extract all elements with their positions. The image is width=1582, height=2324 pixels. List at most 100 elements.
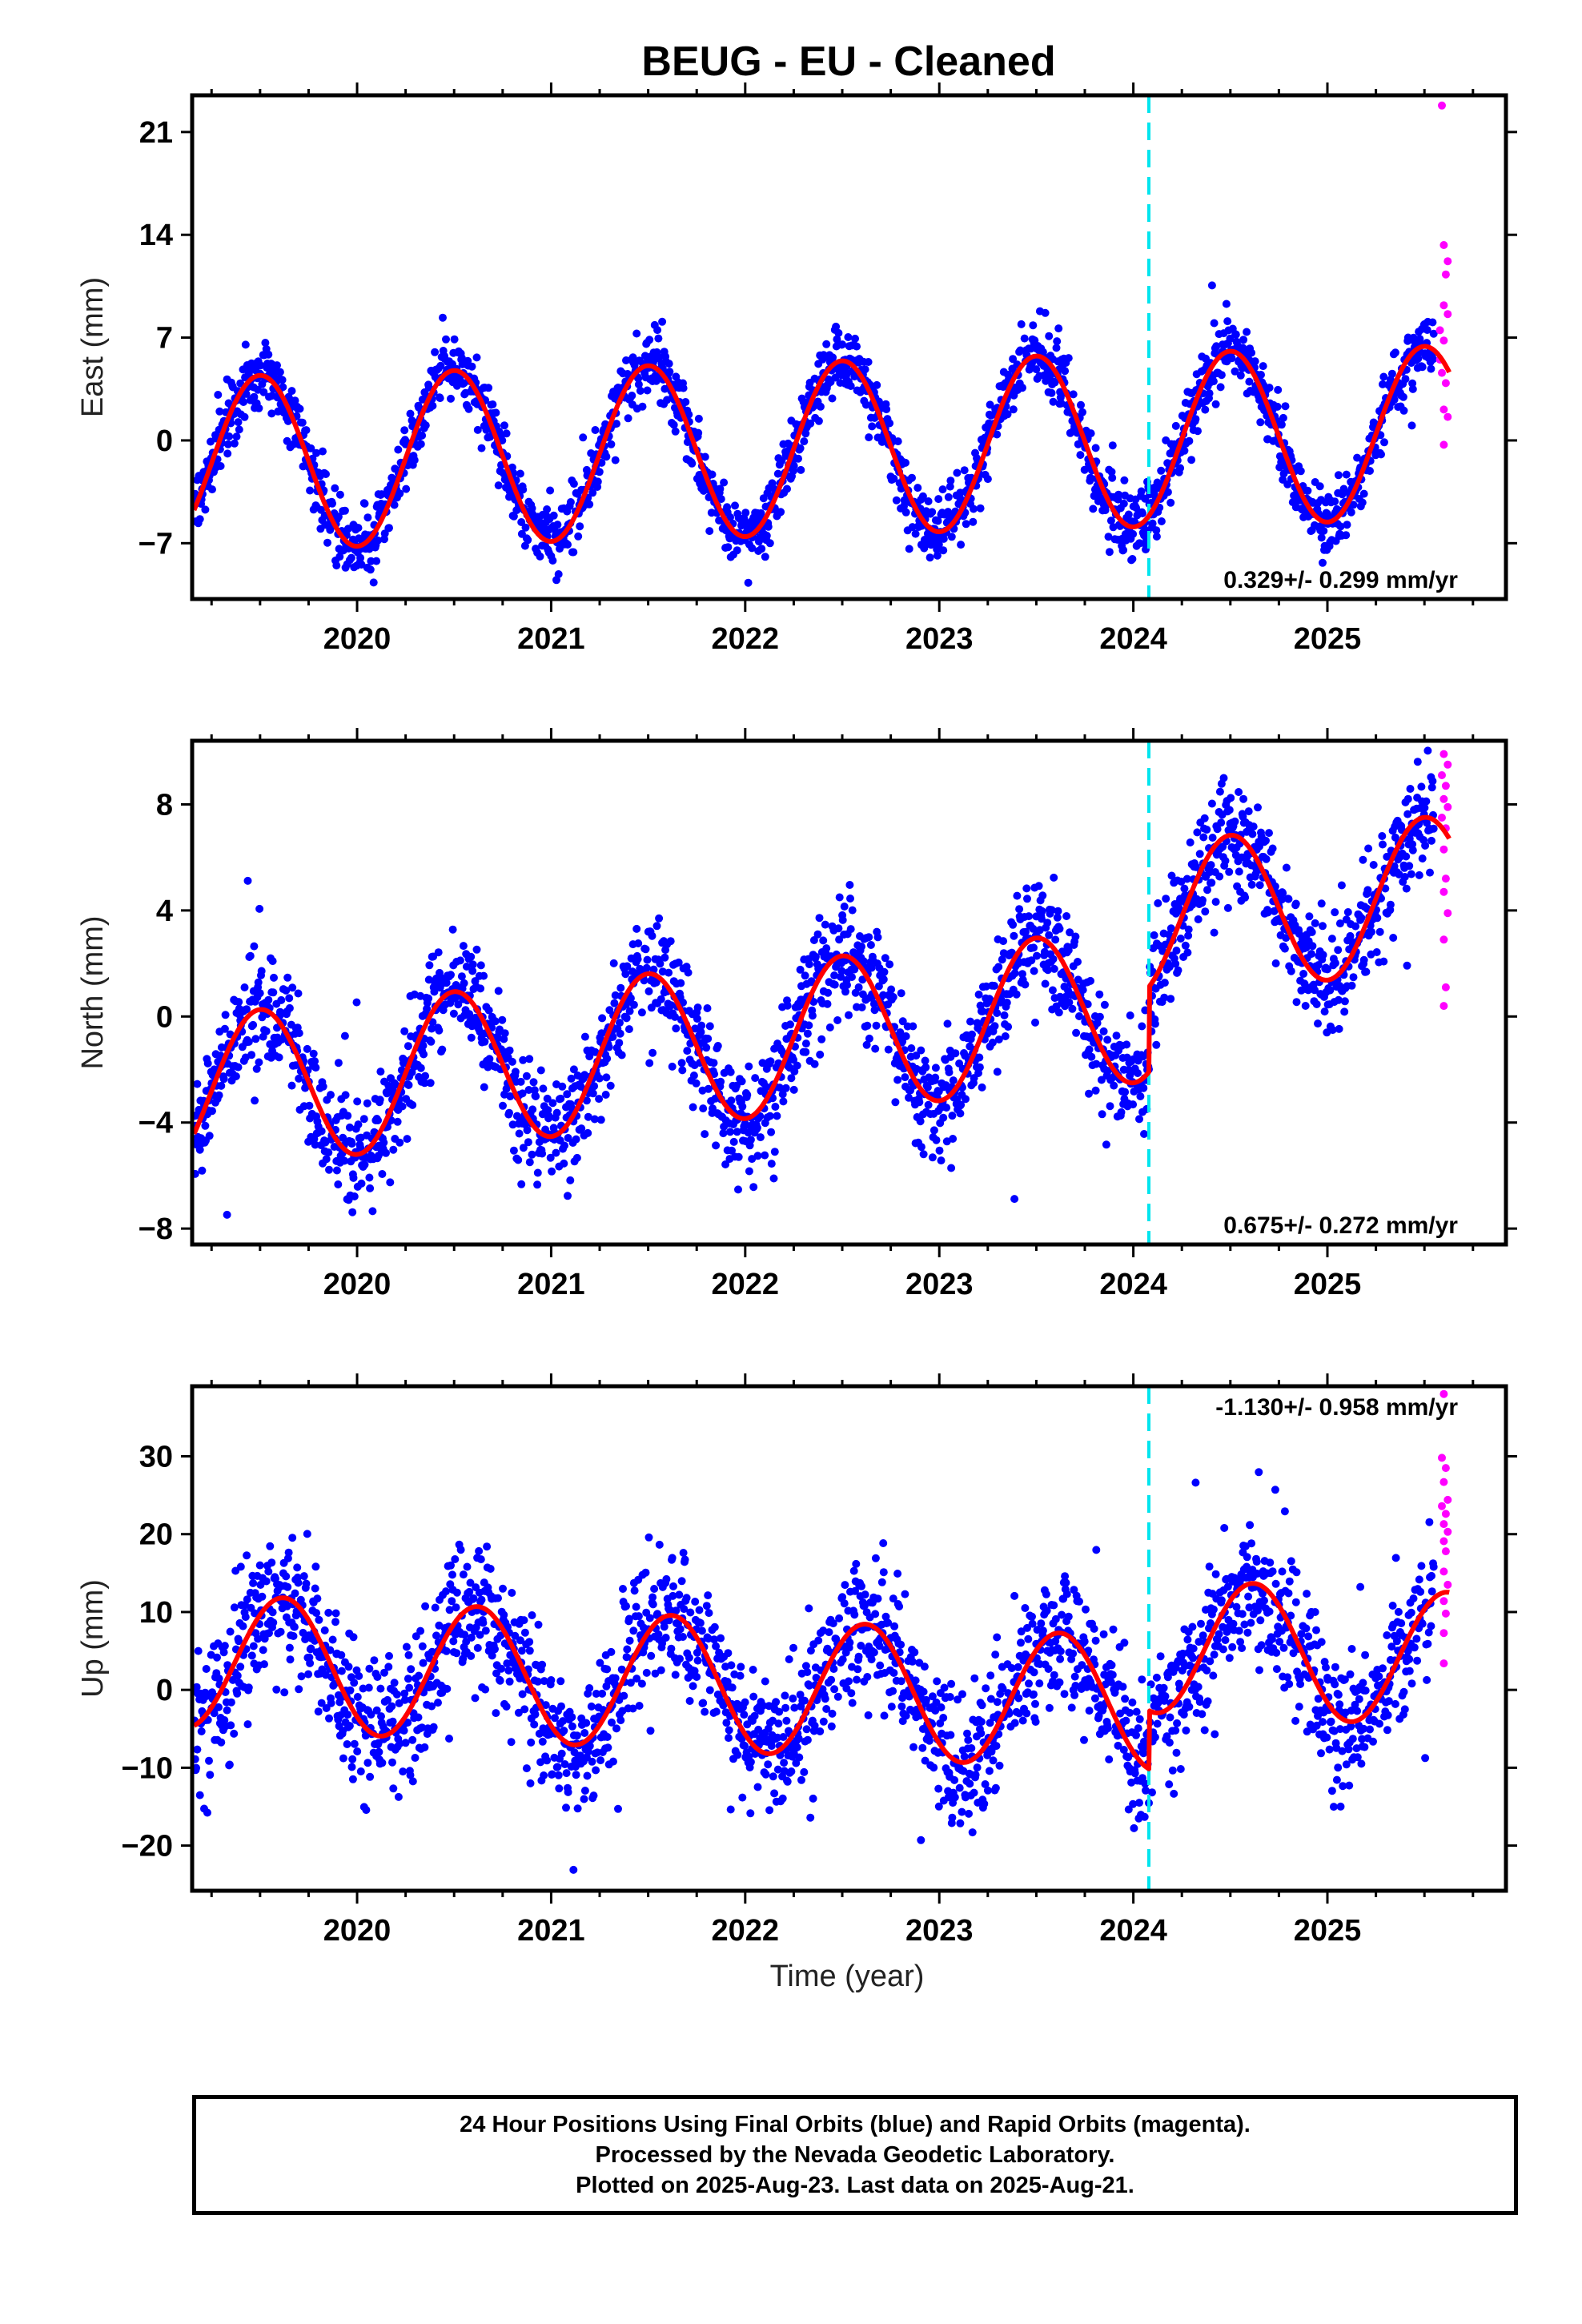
data-point-final	[944, 493, 953, 501]
data-point-final	[939, 1113, 948, 1122]
data-point-final	[1391, 348, 1399, 357]
data-point-final	[195, 1145, 204, 1154]
data-point-final	[1203, 826, 1211, 834]
data-point-final	[702, 1043, 711, 1052]
data-point-final	[374, 1116, 382, 1124]
data-point-final	[239, 1622, 247, 1630]
data-point-final	[966, 1017, 974, 1026]
data-point-final	[1205, 389, 1214, 398]
data-point-final	[462, 963, 471, 971]
data-point-final	[1428, 777, 1437, 786]
data-point-rapid	[1439, 935, 1448, 944]
data-point-final	[668, 1062, 677, 1071]
data-point-final	[1138, 1022, 1146, 1031]
data-point-final	[1021, 980, 1030, 989]
data-point-rapid	[1441, 782, 1450, 790]
data-point-final	[879, 975, 888, 983]
data-point-final	[951, 1049, 960, 1058]
data-point-final	[689, 1072, 698, 1080]
data-point-final	[968, 1030, 976, 1039]
data-point-final	[445, 1735, 453, 1743]
data-point-final	[729, 1137, 738, 1146]
data-point-final	[976, 504, 985, 513]
data-point-final	[1211, 898, 1220, 907]
data-point-final	[494, 987, 503, 995]
data-point-final	[658, 317, 667, 326]
data-point-final	[962, 520, 970, 529]
data-point-final	[548, 557, 557, 565]
data-point-final	[1072, 1028, 1081, 1037]
data-point-final	[697, 1021, 706, 1030]
data-point-final	[821, 920, 829, 929]
data-point-final	[1429, 355, 1437, 364]
data-point-final	[246, 951, 255, 960]
data-point-final	[231, 1072, 240, 1080]
y-tick-label: −4	[139, 1107, 173, 1140]
data-point-final	[400, 426, 409, 435]
data-point-final	[671, 427, 680, 436]
data-point-final	[819, 936, 828, 945]
data-point-final	[287, 387, 296, 396]
y-tick-label: 14	[139, 219, 173, 252]
data-point-final	[1075, 1012, 1083, 1020]
data-point-final	[1050, 873, 1058, 882]
data-point-final	[486, 432, 495, 441]
data-point-final	[208, 485, 216, 494]
data-point-final	[1184, 925, 1193, 934]
data-point-final	[275, 1053, 283, 1062]
data-point-final	[1087, 1052, 1096, 1061]
data-point-final	[1369, 861, 1378, 869]
data-point-final	[1049, 955, 1058, 963]
data-point-final	[244, 1683, 253, 1692]
data-point-final	[1162, 895, 1170, 903]
data-point-final	[239, 398, 248, 406]
data-point-final	[642, 963, 651, 972]
data-point-final	[843, 981, 851, 989]
data-point-final	[388, 1758, 396, 1767]
data-point-final	[404, 1675, 412, 1683]
data-point-final	[744, 578, 753, 587]
data-point-final	[401, 1739, 410, 1747]
data-point-final	[1399, 406, 1408, 415]
data-point-final	[805, 960, 813, 969]
data-point-final	[230, 439, 239, 448]
data-point-final	[1139, 1084, 1148, 1092]
data-point-final	[233, 1689, 242, 1698]
data-point-final	[457, 972, 466, 981]
data-point-final	[366, 1184, 375, 1192]
data-point-final	[201, 1121, 210, 1130]
data-point-final	[1429, 824, 1438, 833]
data-point-final	[1180, 446, 1189, 455]
data-point-final	[865, 933, 873, 942]
data-point-final	[502, 429, 511, 438]
data-point-final	[1227, 794, 1235, 802]
data-point-final	[306, 486, 315, 495]
data-point-final	[225, 432, 234, 440]
data-point-final	[341, 1091, 350, 1100]
data-point-final	[1421, 841, 1430, 850]
data-point-final	[1045, 332, 1054, 340]
data-point-final	[505, 1046, 514, 1055]
data-point-final	[1095, 990, 1104, 999]
data-point-final	[284, 1548, 293, 1557]
data-point-final	[1030, 943, 1038, 952]
data-point-rapid	[1441, 983, 1450, 991]
data-point-final	[672, 1024, 681, 1033]
data-point-final	[418, 431, 427, 440]
data-point-final	[1339, 485, 1348, 493]
data-point-final	[1319, 951, 1327, 959]
data-point-final	[324, 1148, 333, 1157]
data-point-final	[1403, 961, 1411, 970]
data-point-final	[1418, 854, 1427, 862]
data-point-final	[354, 524, 363, 533]
data-point-final	[848, 906, 857, 915]
data-point-final	[356, 553, 365, 562]
data-point-final	[1154, 899, 1162, 907]
data-point-final	[203, 1059, 212, 1068]
data-point-final	[1372, 948, 1381, 956]
data-point-final	[355, 1671, 363, 1680]
data-point-final	[473, 425, 482, 434]
data-point-final	[1342, 470, 1351, 479]
data-point-final	[268, 1608, 277, 1617]
data-point-final	[846, 895, 854, 903]
